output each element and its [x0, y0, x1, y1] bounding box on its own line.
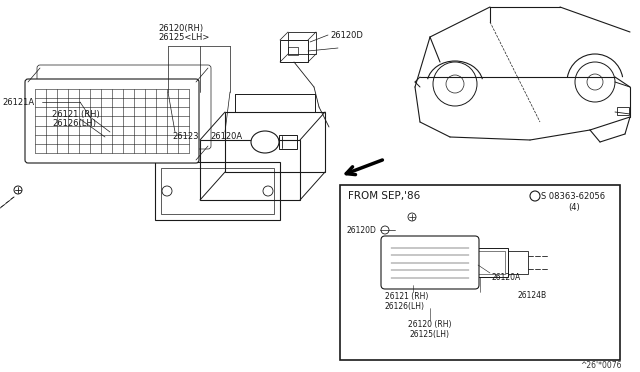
Text: 26126(LH): 26126(LH)	[385, 301, 425, 311]
Bar	[473, 248, 508, 277]
Bar	[288, 32, 316, 54]
FancyArrowPatch shape	[346, 160, 382, 174]
Text: 26126(LH): 26126(LH)	[52, 119, 96, 128]
Bar	[225, 112, 325, 172]
FancyBboxPatch shape	[381, 236, 479, 289]
Text: 26125<LH>: 26125<LH>	[158, 32, 209, 42]
Bar	[155, 162, 280, 220]
Ellipse shape	[251, 131, 279, 153]
Bar	[508, 251, 528, 274]
Text: 26120A: 26120A	[210, 131, 242, 141]
Text: ^26'*0076: ^26'*0076	[580, 362, 622, 371]
Bar	[617, 107, 629, 115]
Text: 26121 (RH): 26121 (RH)	[52, 109, 100, 119]
Text: 26120(RH): 26120(RH)	[158, 23, 203, 32]
Bar	[200, 140, 300, 200]
Text: 26125(LH): 26125(LH)	[410, 330, 450, 339]
Text: 26120 (RH): 26120 (RH)	[408, 321, 452, 330]
Bar	[340, 185, 620, 360]
Text: 26124B: 26124B	[518, 291, 547, 299]
Text: 26121 (RH): 26121 (RH)	[385, 292, 428, 301]
Bar	[279, 135, 297, 149]
FancyBboxPatch shape	[25, 79, 199, 163]
Text: (4): (4)	[568, 202, 580, 212]
Text: 26120D: 26120D	[330, 31, 363, 39]
Text: 26120D: 26120D	[347, 225, 377, 234]
Text: 26120A: 26120A	[492, 273, 521, 282]
Text: FROM SEP,'86: FROM SEP,'86	[348, 191, 420, 201]
Bar	[161, 168, 274, 214]
Bar	[280, 40, 308, 62]
Text: S 08363-62056: S 08363-62056	[541, 192, 605, 201]
Text: 26123: 26123	[172, 131, 198, 141]
Bar	[476, 251, 505, 274]
Text: 26121A: 26121A	[2, 97, 34, 106]
Bar	[288, 47, 298, 55]
